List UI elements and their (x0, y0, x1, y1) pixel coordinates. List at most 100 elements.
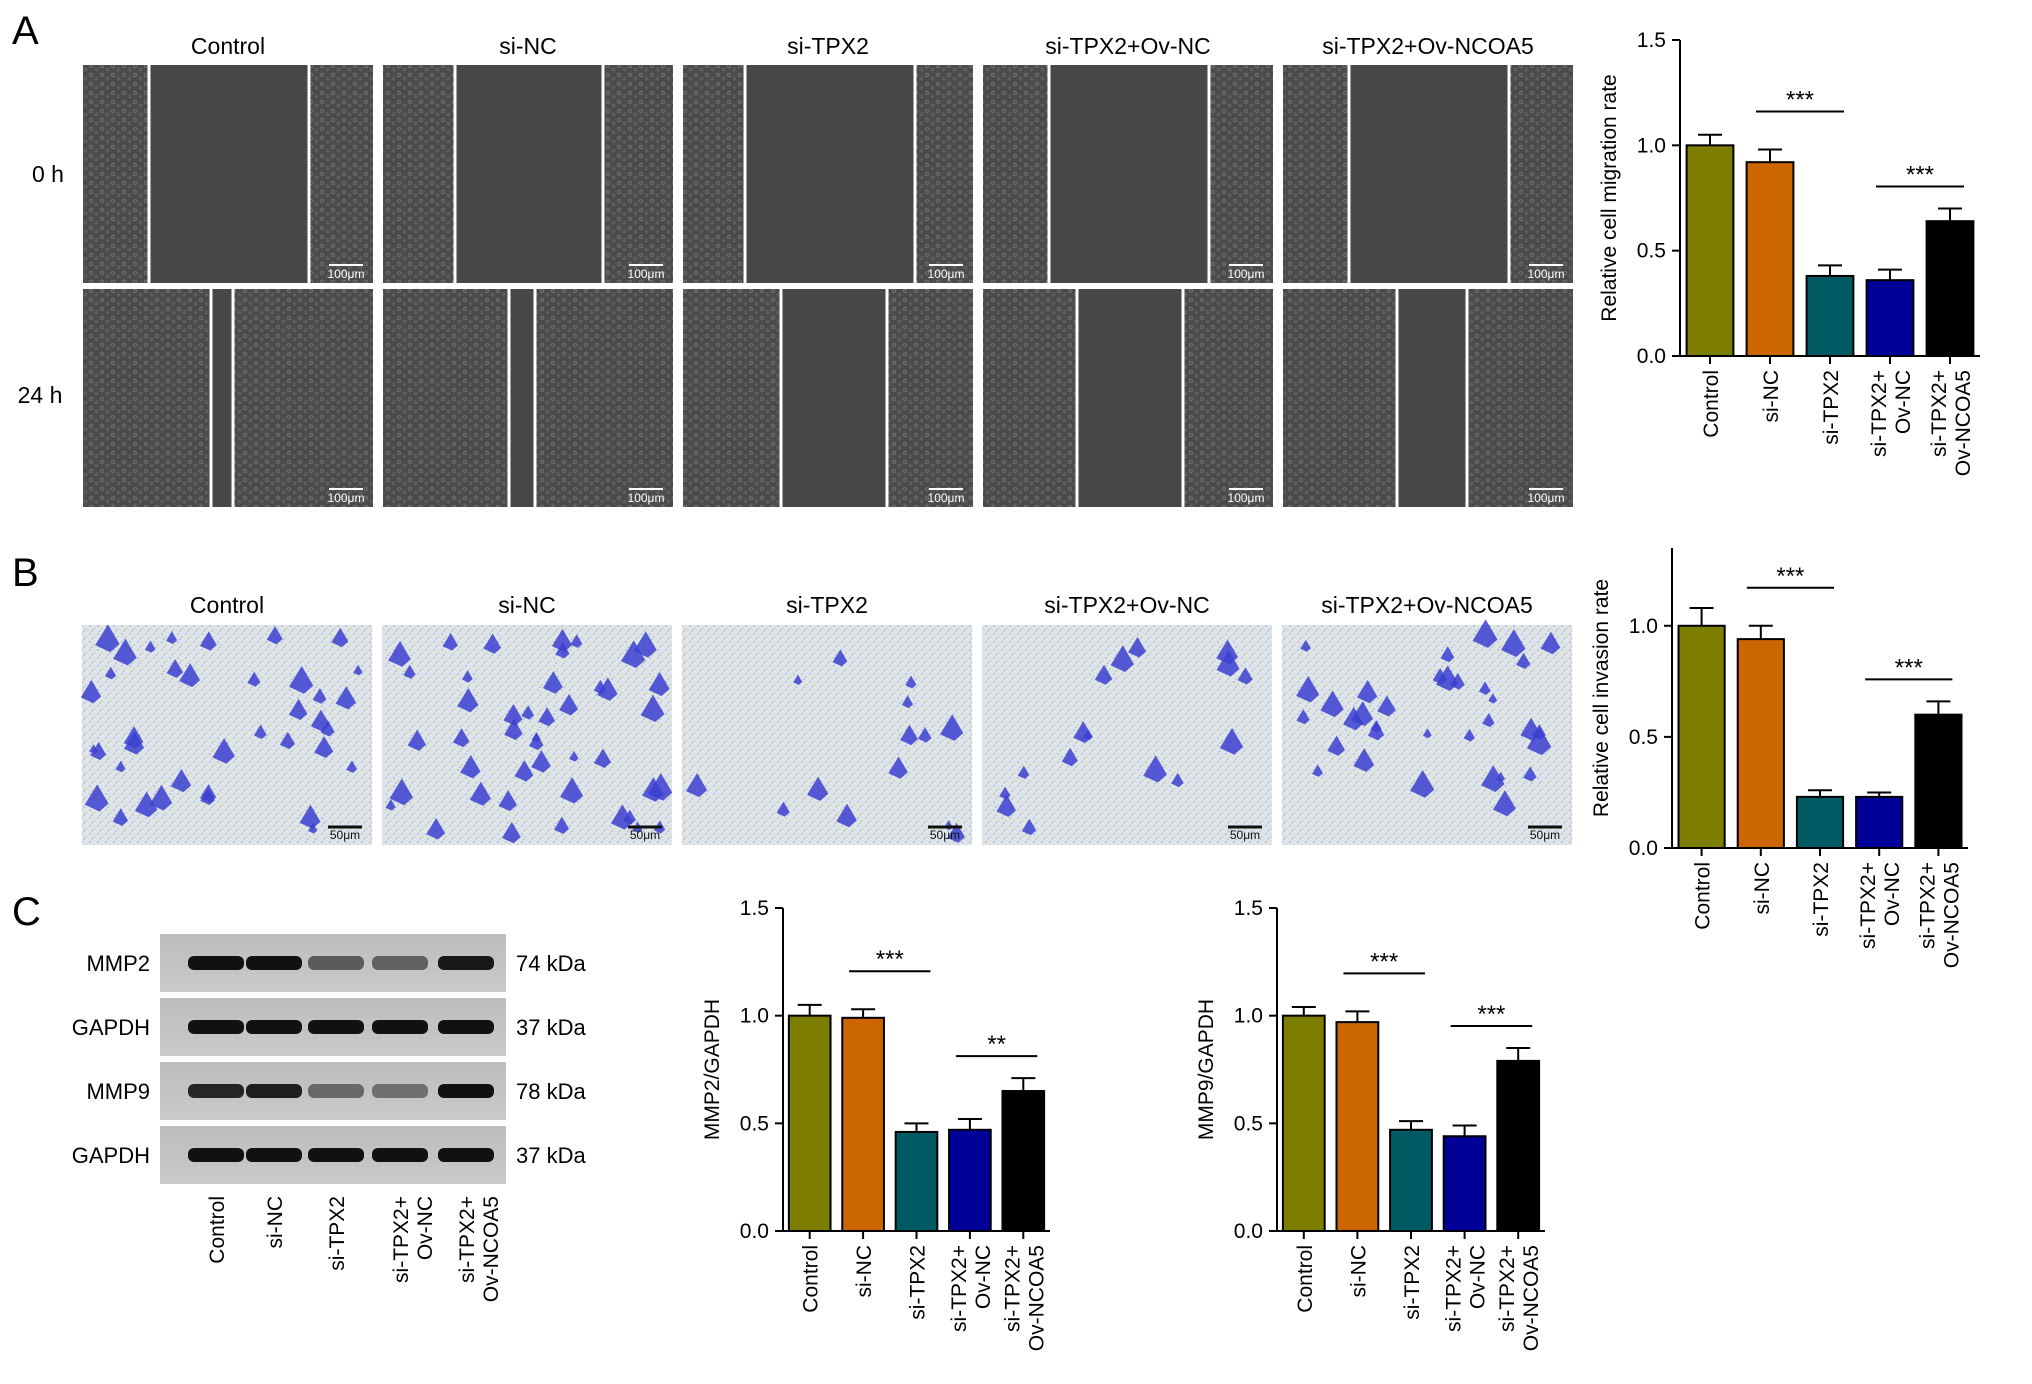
blot-band (308, 1020, 364, 1034)
lane-label-line: si-TPX2+ (390, 1196, 413, 1283)
bar (1865, 279, 1915, 357)
stained-cell (1017, 765, 1030, 779)
stained-cell (1482, 713, 1495, 728)
lane-label: si-TPX2+Ov-NCOA5 (456, 1196, 503, 1302)
significance-stars: *** (1786, 87, 1814, 114)
scratch-column-label: si-NC (499, 33, 557, 59)
stained-cell (113, 638, 137, 666)
stained-cell (570, 634, 583, 648)
bar (1745, 161, 1795, 357)
bar (1335, 1021, 1380, 1232)
stained-cell (1367, 721, 1385, 741)
stained-cell (346, 760, 358, 773)
stained-cell (1440, 646, 1455, 663)
y-tick-label: 1.0 (1629, 615, 1658, 638)
transwell-column-label: si-NC (498, 592, 556, 618)
scale-bar-label: 100μm (628, 267, 665, 281)
bar (1925, 220, 1975, 357)
x-tick-label: si-NC (1347, 1245, 1370, 1298)
stained-cell (266, 626, 283, 645)
stained-cell (1143, 755, 1167, 783)
scratch-gap (781, 289, 887, 507)
stained-cell (104, 666, 117, 680)
x-tick-label-line: Ov-NCOA5 (1520, 1245, 1543, 1351)
mmp9-bar-chart: 0.0 0.5 1.0 1.5 MMP9/GAPDH Control si-NC si-TPX… (1195, 897, 1545, 1351)
lane-label-line: Ov-NCOA5 (480, 1196, 503, 1302)
band-size-label: 78 kDa (516, 1079, 586, 1104)
stained-cell (289, 665, 314, 694)
y-tick-label: 1.5 (740, 897, 769, 920)
stained-cell (442, 632, 458, 651)
stained-cell (212, 738, 235, 764)
stained-cell (253, 724, 267, 740)
stained-cell (279, 731, 295, 750)
x-tick-label: si-NC (1760, 370, 1783, 423)
stained-cell (353, 664, 363, 676)
x-tick-label: Control (1692, 862, 1715, 930)
stained-cell (483, 633, 502, 654)
stained-cell (1422, 728, 1432, 739)
x-tick-label-line: si-NC (853, 1245, 876, 1298)
x-tick-label-line: Ov-NC (1467, 1245, 1490, 1309)
x-tick-label: Control (1700, 370, 1723, 438)
scratch-gap (745, 65, 915, 283)
x-tick-label: Control (1294, 1245, 1317, 1313)
bar (1685, 144, 1735, 357)
stained-cell (312, 688, 327, 704)
lane-label: si-TPX2 (326, 1196, 349, 1271)
lane-label: Control (206, 1196, 229, 1264)
x-tick-label-line: Ov-NC (1881, 862, 1904, 926)
y-axis-title: MMP9/GAPDH (1195, 999, 1218, 1140)
scratch-gap (1349, 65, 1509, 283)
stained-cell (1523, 766, 1537, 782)
stained-cell (288, 698, 308, 721)
y-tick-label: 0.5 (1629, 726, 1658, 749)
band-size-label: 74 kDa (516, 951, 586, 976)
stained-cell (1312, 764, 1323, 777)
x-tick-label: si-TPX2 (907, 1245, 930, 1320)
stained-cell (310, 709, 331, 732)
y-axis-title: Relative cell invasion rate (1590, 579, 1613, 817)
x-tick-label-line: si-TPX2+ (1443, 1245, 1466, 1332)
lane-label: si-TPX2+Ov-NC (390, 1196, 437, 1283)
transwell-column-label: si-TPX2 (786, 592, 868, 618)
stained-cell (900, 724, 918, 746)
scale-bar-label: 100μm (1228, 491, 1265, 505)
stained-cell (551, 628, 573, 652)
scale-bar-label: 50μm (930, 828, 960, 842)
x-tick-label-line: Ov-NC (1892, 370, 1915, 434)
scratch-column-label: Control (191, 33, 265, 59)
y-tick-label: 1.0 (740, 1005, 769, 1028)
x-tick-label-line: si-TPX2+ (1857, 862, 1880, 949)
x-tick-label-line: si-NC (1760, 370, 1783, 423)
blot-band (308, 1148, 364, 1162)
transwell-column-label: Control (190, 592, 264, 618)
x-tick-label: si-TPX2+Ov-NCOA5 (1496, 1245, 1543, 1351)
stained-cell (531, 750, 551, 773)
stained-cell (388, 641, 411, 667)
scratch-gap (149, 65, 309, 283)
band-size-label: 37 kDa (516, 1143, 586, 1168)
stained-cell (905, 675, 917, 689)
x-tick-label-line: si-TPX2+ (948, 1245, 971, 1332)
stained-cell (940, 714, 964, 741)
blot-band (308, 956, 364, 970)
stained-cell (1409, 770, 1435, 798)
stained-cell (90, 742, 107, 760)
stained-cell (115, 760, 126, 773)
stained-cell (1501, 629, 1526, 657)
transwell-images: Control 50μm si-NC 50μm si-TPX2 50μm si-TPX2+O… (80, 592, 1572, 845)
row-label-24h: 24 h (18, 382, 63, 408)
x-tick-label-line: si-TPX2 (1401, 1245, 1424, 1320)
stained-cell (166, 631, 178, 645)
blot-band (188, 1148, 244, 1162)
x-tick-label: si-NC (853, 1245, 876, 1298)
stained-cell (553, 816, 570, 834)
scale-bar-label: 100μm (928, 491, 965, 505)
stained-cell (1377, 695, 1396, 717)
blot-band (188, 1020, 244, 1034)
x-tick-label-line: si-TPX2 (1810, 862, 1833, 937)
stained-cell (560, 777, 584, 804)
stained-cell (389, 778, 413, 806)
scratch-gap (1397, 289, 1467, 507)
